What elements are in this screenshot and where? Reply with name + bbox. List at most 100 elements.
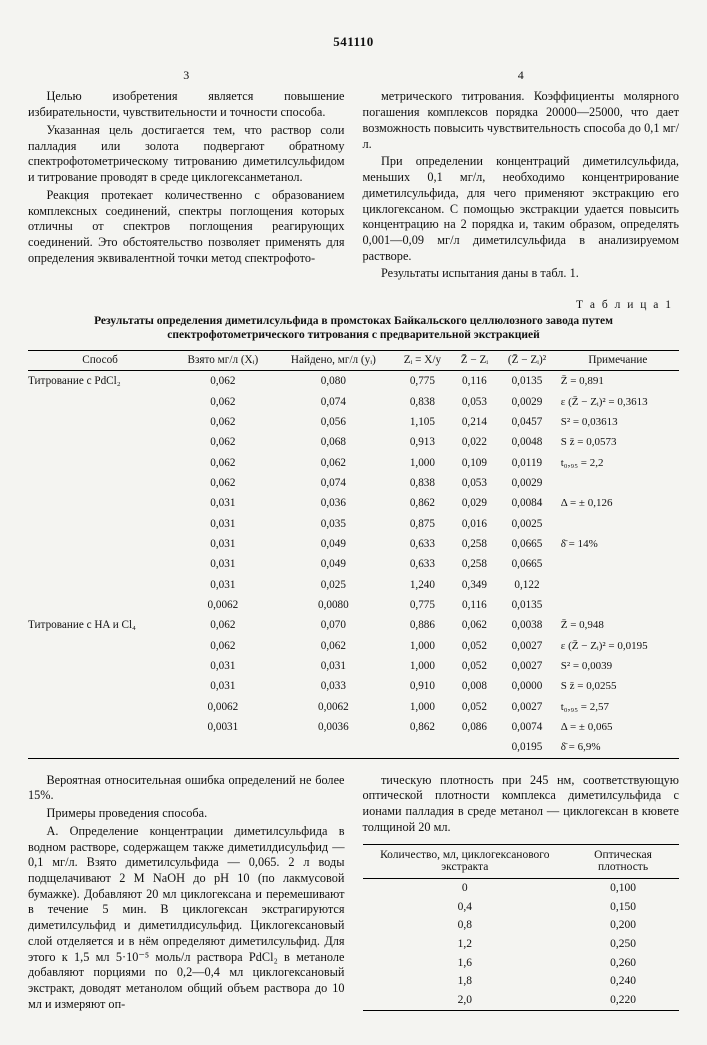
table-cell: 0,053 (452, 473, 498, 493)
table-cell (557, 595, 679, 615)
table-cell: δ̄ = 14% (557, 534, 679, 554)
table-row: 1,20,250 (363, 935, 680, 954)
table-cell: 0,080 (274, 371, 394, 392)
table-cell: 0,025 (274, 575, 394, 595)
table-cell: 1,240 (393, 575, 451, 595)
col-num-right: 4 (363, 68, 680, 83)
table-cell: 0,062 (274, 636, 394, 656)
table-cell: 0,100 (567, 878, 679, 897)
table1-col-header: Найдено, мг/л (yᵢ) (274, 351, 394, 371)
table-cell: S² = 0,0039 (557, 656, 679, 676)
table-row: 0,0195δ̄ = 6,9% (28, 737, 679, 758)
table-cell: ε (Z̄ − Zᵢ)² = 0,0195 (557, 636, 679, 656)
table2-wrap: Количество, мл, циклогексанового экстрак… (363, 844, 680, 1011)
para: Примеры проведения способа. (28, 806, 345, 822)
table-cell (28, 473, 172, 493)
table-cell (557, 514, 679, 534)
table-cell: 0,0000 (497, 676, 557, 696)
table-cell: 0,0048 (497, 432, 557, 452)
table-cell: 0,049 (274, 554, 394, 574)
table-row: 0,0310,0490,6330,2580,0665δ̄ = 14% (28, 534, 679, 554)
table-cell: 0,0080 (274, 595, 394, 615)
table-cell: 0,031 (172, 676, 273, 696)
table-cell: t₀,₉₅ = 2,2 (557, 453, 679, 473)
table-cell: 0,633 (393, 534, 451, 554)
table-row: 0,0620,0680,9130,0220,0048S z̄ = 0,0573 (28, 432, 679, 452)
table-cell: 0,109 (452, 453, 498, 473)
table-cell: 0,0025 (497, 514, 557, 534)
table-cell: 0,033 (274, 676, 394, 696)
table-cell: 0,633 (393, 554, 451, 574)
below-right-column: тическую плотность при 245 нм, соответст… (363, 773, 680, 1015)
table-row: 00,100 (363, 878, 680, 897)
table-cell: 0,062 (172, 432, 273, 452)
table-cell: 1,6 (363, 954, 568, 973)
table-cell: Δ = ± 0,126 (557, 493, 679, 513)
table-cell: 0,0031 (172, 717, 273, 737)
table-cell: 0,0029 (497, 392, 557, 412)
table-cell: δ̄ = 6,9% (557, 737, 679, 758)
table-cell: S z̄ = 0,0255 (557, 676, 679, 696)
table-cell: Титрование с PdCl₂ (28, 371, 172, 392)
table-cell: 0,0027 (497, 636, 557, 656)
table-cell (28, 636, 172, 656)
table-row: 0,0310,0330,9100,0080,0000S z̄ = 0,0255 (28, 676, 679, 696)
table-cell: 0,838 (393, 473, 451, 493)
table-cell: 0,838 (393, 392, 451, 412)
table-row: 0,0310,0350,8750,0160,0025 (28, 514, 679, 534)
table-cell: 0,031 (172, 575, 273, 595)
table1-caption: Т а б л и ц а 1 Результаты определения д… (28, 298, 679, 342)
left-column: 3 Целью изобретения является повышение и… (28, 68, 345, 284)
table-row: 0,00620,00621,0000,0520,0027t₀,₉₅ = 2,57 (28, 697, 679, 717)
table-cell (28, 656, 172, 676)
table-cell: 0,122 (497, 575, 557, 595)
table-cell (28, 737, 172, 758)
table-cell: 0,068 (274, 432, 394, 452)
table-cell (28, 575, 172, 595)
table-cell: Z̄ = 0,948 (557, 615, 679, 635)
table-cell (452, 737, 498, 758)
table-cell: 0,0135 (497, 595, 557, 615)
table-cell: 0,220 (567, 991, 679, 1010)
table-cell: 0,0038 (497, 615, 557, 635)
table-cell: 0,008 (452, 676, 498, 696)
table2-col-header: Количество, мл, циклогексанового экстрак… (363, 844, 568, 878)
table-cell: 0,0029 (497, 473, 557, 493)
table-cell: 0,240 (567, 972, 679, 991)
table-row: 0,0620,0740,8380,0530,0029 (28, 473, 679, 493)
table-cell: 0,035 (274, 514, 394, 534)
table-cell: 0,250 (567, 935, 679, 954)
table-cell: 0,116 (452, 595, 498, 615)
table-cell (28, 676, 172, 696)
table-cell: 0,062 (172, 473, 273, 493)
table-cell: 0,0665 (497, 534, 557, 554)
table-cell: 0,062 (172, 453, 273, 473)
table-cell (28, 493, 172, 513)
table-cell (28, 432, 172, 452)
table-cell: Титрование с HA и Cl₄ (28, 615, 172, 635)
table-cell: 0,0062 (274, 697, 394, 717)
table2-col-header: Оптическая плотность (567, 844, 679, 878)
table-cell: 0,031 (172, 534, 273, 554)
para: тическую плотность при 245 нм, соответст… (363, 773, 680, 836)
table-cell: 0,150 (567, 898, 679, 917)
table-cell: 1,105 (393, 412, 451, 432)
table-cell: 0,0036 (274, 717, 394, 737)
table-cell: 0,4 (363, 898, 568, 917)
table-row: 0,0310,0251,2400,3490,122 (28, 575, 679, 595)
table-cell: ε (Z̄ − Zᵢ)² = 0,3613 (557, 392, 679, 412)
table-cell: Z̄ = 0,891 (557, 371, 679, 392)
table-cell: 0,862 (393, 493, 451, 513)
table1-title: Результаты определения диметилсульфида в… (28, 315, 679, 343)
right-column: 4 метрического титрования. Коэффициенты … (363, 68, 680, 284)
table-cell: 0,052 (452, 656, 498, 676)
table-cell: 0,062 (172, 412, 273, 432)
table-cell: 0,349 (452, 575, 498, 595)
table-cell: 0,0119 (497, 453, 557, 473)
table-row: 0,80,200 (363, 916, 680, 935)
table-cell: 1,000 (393, 636, 451, 656)
table-cell (393, 737, 451, 758)
table-cell (28, 453, 172, 473)
table-cell (28, 392, 172, 412)
para: Указанная цель достигается тем, что раст… (28, 123, 345, 186)
